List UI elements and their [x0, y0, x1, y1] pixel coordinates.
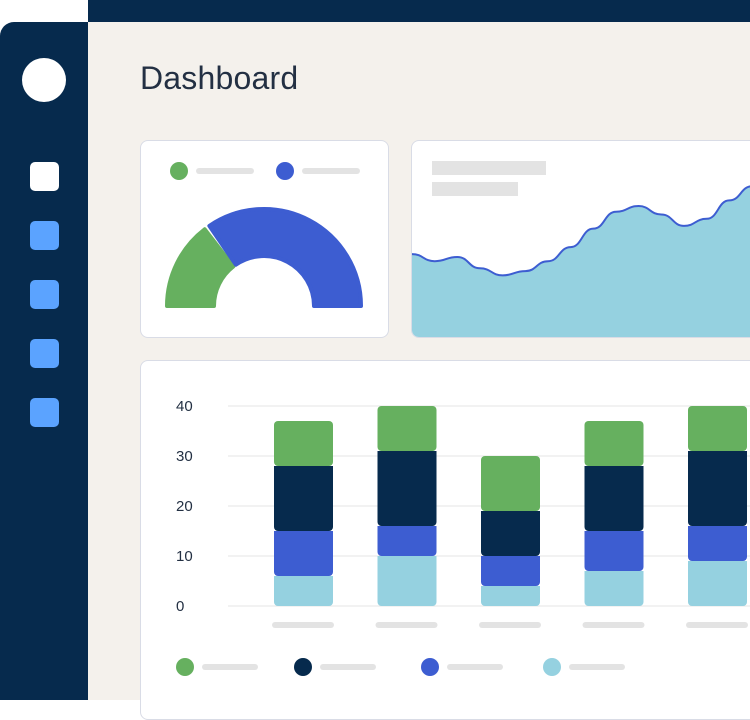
bar-segment-cap — [377, 451, 437, 457]
sidebar-item-2[interactable] — [30, 221, 59, 250]
legend-dot-green — [176, 658, 194, 676]
bar-segment — [584, 421, 644, 466]
legend-dot-blue — [421, 658, 439, 676]
bar-segment — [377, 451, 437, 526]
legend-dot-blue — [276, 162, 294, 180]
area-subtitle-placeholder — [432, 182, 518, 196]
bar-segment-cap — [688, 561, 747, 567]
y-tick-label: 0 — [176, 598, 184, 615]
bar-segment-cap — [584, 571, 644, 577]
avatar[interactable] — [22, 58, 66, 102]
bar-segment-cap — [584, 531, 644, 537]
x-tick-placeholder — [375, 622, 438, 628]
legend-label-placeholder — [202, 664, 258, 670]
bar-segment — [584, 571, 644, 606]
bar-chart: 0 10 20 30 40 — [176, 398, 750, 628]
x-tick-placeholder — [272, 622, 334, 628]
legend-label-placeholder — [447, 664, 503, 670]
bar-segment-cap — [274, 466, 333, 472]
x-tick-placeholder — [582, 622, 645, 628]
area-title-placeholder — [432, 161, 546, 175]
bar-segment — [688, 406, 747, 451]
bar-segment-cap — [377, 556, 437, 562]
top-bar — [88, 0, 750, 22]
legend-dot-navy — [294, 658, 312, 676]
legend-label-placeholder — [320, 664, 376, 670]
bar-segment — [584, 466, 644, 531]
y-tick-label: 20 — [176, 498, 193, 515]
sidebar-item-5[interactable] — [30, 398, 59, 427]
sidebar-item-3[interactable] — [30, 280, 59, 309]
x-tick-placeholder — [686, 622, 748, 628]
bar-segment — [688, 451, 747, 526]
bar-segment — [688, 561, 747, 606]
y-tick-label: 30 — [176, 448, 193, 465]
bar-segment-cap — [481, 511, 540, 517]
window-corner — [0, 0, 88, 22]
bar-segment-cap — [377, 526, 437, 532]
bar-segment-cap — [481, 556, 540, 562]
bar-segment — [377, 406, 437, 451]
bar-segment — [377, 526, 437, 556]
x-tick-placeholder — [479, 622, 541, 628]
bar-segment — [274, 466, 333, 531]
bar-segment — [377, 556, 437, 606]
bar-segment-cap — [688, 451, 747, 457]
legend-label-placeholder — [569, 664, 625, 670]
bar-segment-cap — [481, 586, 540, 592]
y-tick-label: 10 — [176, 548, 193, 565]
bar-segment — [274, 531, 333, 576]
bar-segment — [584, 531, 644, 571]
bar-segment — [688, 526, 747, 561]
bar-segment — [481, 456, 540, 511]
page-title: Dashboard — [140, 60, 299, 96]
bar-segment-cap — [274, 576, 333, 582]
bar-segment — [274, 421, 333, 466]
area-fill — [412, 186, 750, 337]
bar-card — [140, 360, 750, 720]
area-line — [412, 185, 750, 277]
legend-label-placeholder — [302, 168, 360, 174]
bar-segment-cap — [688, 526, 747, 532]
legend-dot-light-blue — [543, 658, 561, 676]
legend-dot-green — [170, 162, 188, 180]
bar-segment-cap — [584, 466, 644, 472]
bar-segment-cap — [274, 531, 333, 537]
bar-segment — [274, 576, 333, 606]
bar-segment — [481, 511, 540, 556]
sidebar-item-1[interactable] — [30, 162, 59, 191]
legend-label-placeholder — [196, 168, 254, 174]
y-tick-label: 40 — [176, 398, 193, 415]
area-card — [411, 140, 750, 338]
bar-segment — [481, 556, 540, 586]
area-chart — [412, 185, 750, 337]
sidebar-item-4[interactable] — [30, 339, 59, 368]
